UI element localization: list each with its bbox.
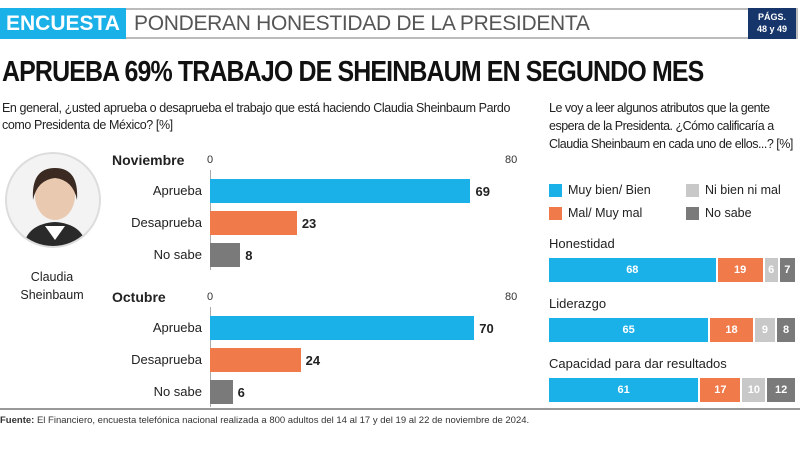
right-question: Le voy a leer algunos atributos que la g… — [549, 101, 793, 151]
legend-item: No sabe — [686, 206, 752, 220]
category-label: Capacidad para dar resultados — [549, 356, 727, 371]
bar — [210, 348, 301, 372]
source-label: Fuente: — [0, 415, 35, 426]
header-title: PONDERAN HONESTIDAD DE LA PRESIDENTA — [134, 12, 590, 35]
legend-label: Mal/ Muy mal — [568, 206, 643, 220]
legend-item: Muy bien/ Bien — [549, 183, 651, 197]
bar-segment: 17 — [700, 378, 743, 402]
source-text: El Financiero, encuesta telefónica nacio… — [36, 415, 530, 426]
tick-label: 0 — [207, 154, 214, 166]
data-label: 23 — [301, 216, 317, 231]
category-label: Desaprueba — [131, 215, 202, 230]
category-label: Aprueba — [152, 320, 202, 335]
person-first-name: Claudia — [30, 270, 74, 284]
bar-segment: 6 — [764, 258, 780, 282]
person-photo — [5, 152, 101, 248]
bar-segment: 61 — [549, 378, 701, 402]
bar — [210, 211, 297, 235]
bar-segment: 19 — [717, 258, 765, 282]
tick-label: 80 — [505, 154, 518, 166]
category-label: Desaprueba — [131, 352, 202, 367]
bar-segment: 68 — [549, 258, 718, 282]
section-tag: ENCUESTA — [0, 8, 126, 39]
bar-segment: 18 — [710, 318, 755, 342]
data-label: 69 — [475, 184, 490, 199]
legend-swatch — [686, 206, 699, 220]
source-note: Fuente: El Financiero, encuesta telefóni… — [0, 415, 529, 426]
category-label: Honestidad — [549, 236, 615, 251]
person-name: Claudia Sheinbaum — [0, 268, 104, 304]
data-label: 8 — [245, 248, 253, 263]
tick-label: 0 — [207, 291, 214, 303]
bar — [210, 243, 241, 267]
person-last-name: Sheinbaum — [20, 288, 84, 302]
legend-swatch — [549, 206, 562, 220]
header-bar — [0, 8, 798, 39]
bar — [210, 179, 471, 203]
bar-segment: 9 — [754, 318, 778, 342]
group-label: Noviembre — [112, 152, 185, 168]
legend-label: Muy bien/ Bien — [568, 183, 651, 197]
category-label: No sabe — [153, 384, 202, 399]
legend-label: No sabe — [705, 206, 752, 220]
category-label: Aprueba — [152, 183, 202, 198]
stacked-bar: 65 18 9 8 — [549, 318, 797, 342]
legend-item: Mal/ Muy mal — [549, 206, 642, 220]
data-label: 24 — [305, 353, 321, 368]
pages-badge: PÁGS. 48 y 49 — [748, 8, 796, 39]
group-label: Octubre — [112, 289, 166, 305]
divider — [0, 408, 800, 410]
bar-segment: 12 — [767, 378, 797, 402]
data-label: 6 — [237, 385, 245, 400]
bar-segment: 8 — [777, 318, 797, 342]
pages-numbers: 48 y 49 — [756, 24, 788, 34]
tick-label: 80 — [505, 291, 518, 303]
data-label: 70 — [479, 321, 494, 336]
legend-swatch — [549, 183, 562, 197]
bar-segment: 65 — [549, 318, 711, 342]
bar-segment: 10 — [742, 378, 768, 402]
bar-segment: 7 — [779, 258, 797, 282]
legend-label: Ni bien ni mal — [705, 183, 781, 197]
pages-label: PÁGS. — [757, 12, 786, 22]
legend-swatch — [686, 183, 699, 197]
left-question: En general, ¿usted aprueba o desaprueba … — [2, 101, 511, 132]
stacked-bar: 68 19 6 7 — [549, 258, 797, 282]
stacked-bar: 61 17 10 12 — [549, 378, 797, 402]
category-label: Liderazgo — [549, 296, 607, 311]
legend-item: Ni bien ni mal — [686, 183, 781, 197]
bar — [210, 316, 475, 340]
category-label: No sabe — [153, 247, 202, 262]
bar — [210, 380, 233, 404]
headline: APRUEBA 69% TRABAJO DE SHEINBAUM EN SEGU… — [2, 56, 704, 88]
